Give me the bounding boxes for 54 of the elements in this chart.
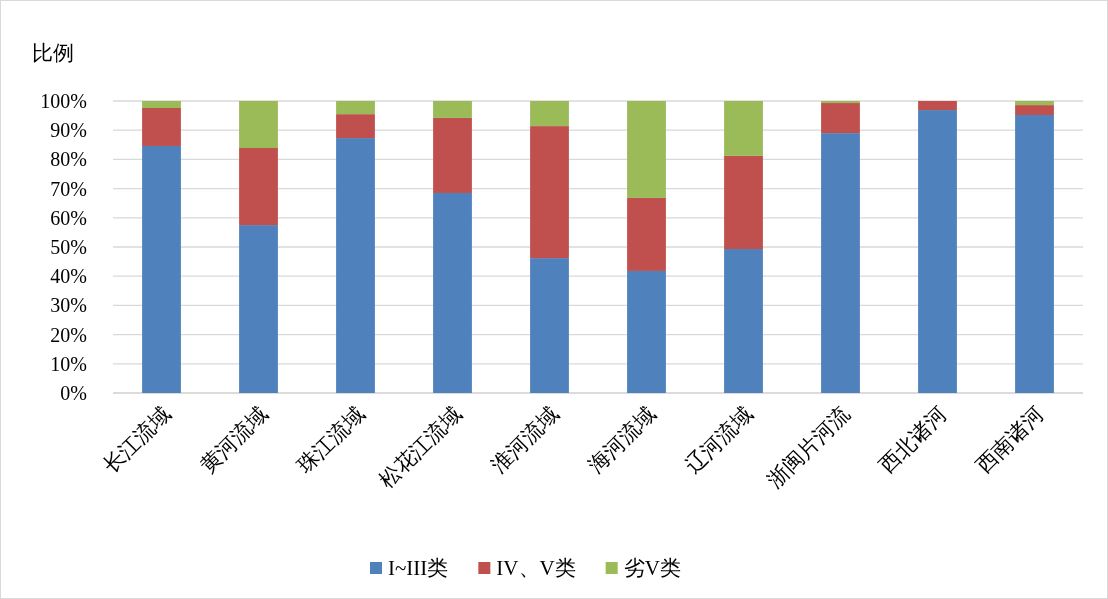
x-tick-label: 松花江流域	[374, 401, 467, 493]
bar	[1015, 105, 1054, 116]
bar	[530, 101, 569, 127]
x-tick-label: 淮河流域	[486, 401, 564, 478]
bar	[821, 101, 860, 104]
y-tick-label: 20%	[50, 323, 87, 346]
x-tick-label: 长江流域	[98, 401, 176, 478]
bar	[627, 270, 666, 393]
bar	[239, 225, 278, 393]
x-tick-label: 西南诸河	[971, 401, 1049, 478]
y-tick-label: 100%	[40, 90, 87, 112]
legend-label: I~III类	[388, 556, 449, 580]
y-tick-label: 30%	[50, 294, 87, 317]
legend-label: 劣V类	[623, 556, 681, 580]
y-tick-label: 10%	[50, 352, 87, 375]
x-tick-label: 海河流域	[583, 401, 661, 478]
bar	[918, 110, 957, 393]
x-tick-label: 西北诸河	[874, 401, 952, 478]
legend-label: IV、V类	[496, 556, 576, 580]
y-tick-label: 70%	[50, 177, 87, 200]
bar	[724, 101, 763, 156]
bar	[433, 192, 472, 393]
y-tick-label: 50%	[50, 236, 87, 258]
bar	[724, 249, 763, 393]
bar	[433, 101, 472, 118]
bar	[142, 108, 181, 146]
bar	[239, 148, 278, 226]
bar	[918, 101, 957, 111]
y-tick-label: 90%	[50, 119, 87, 142]
bar	[530, 126, 569, 259]
bar	[1015, 115, 1054, 393]
y-tick-label: 80%	[50, 148, 87, 171]
y-tick-label: 40%	[50, 265, 87, 288]
bar	[336, 114, 375, 139]
bar	[239, 101, 278, 149]
bar	[724, 155, 763, 250]
bar	[821, 133, 860, 393]
y-tick-label: 0%	[60, 382, 87, 404]
bar	[336, 138, 375, 393]
bar	[627, 101, 666, 198]
bar	[142, 101, 181, 109]
y-axis-title: 比例	[32, 41, 74, 65]
bar	[433, 117, 472, 193]
x-tick-label: 浙闽片河流	[762, 401, 855, 493]
bar	[821, 103, 860, 134]
bar	[336, 101, 375, 115]
bar	[142, 145, 181, 393]
x-tick-label: 黄河流域	[195, 401, 273, 478]
bar	[1015, 101, 1054, 106]
bar	[530, 258, 569, 393]
bar	[627, 197, 666, 271]
x-tick-label: 辽河流域	[680, 401, 758, 478]
y-tick-label: 60%	[50, 206, 87, 229]
x-tick-label: 珠江流域	[292, 401, 370, 478]
